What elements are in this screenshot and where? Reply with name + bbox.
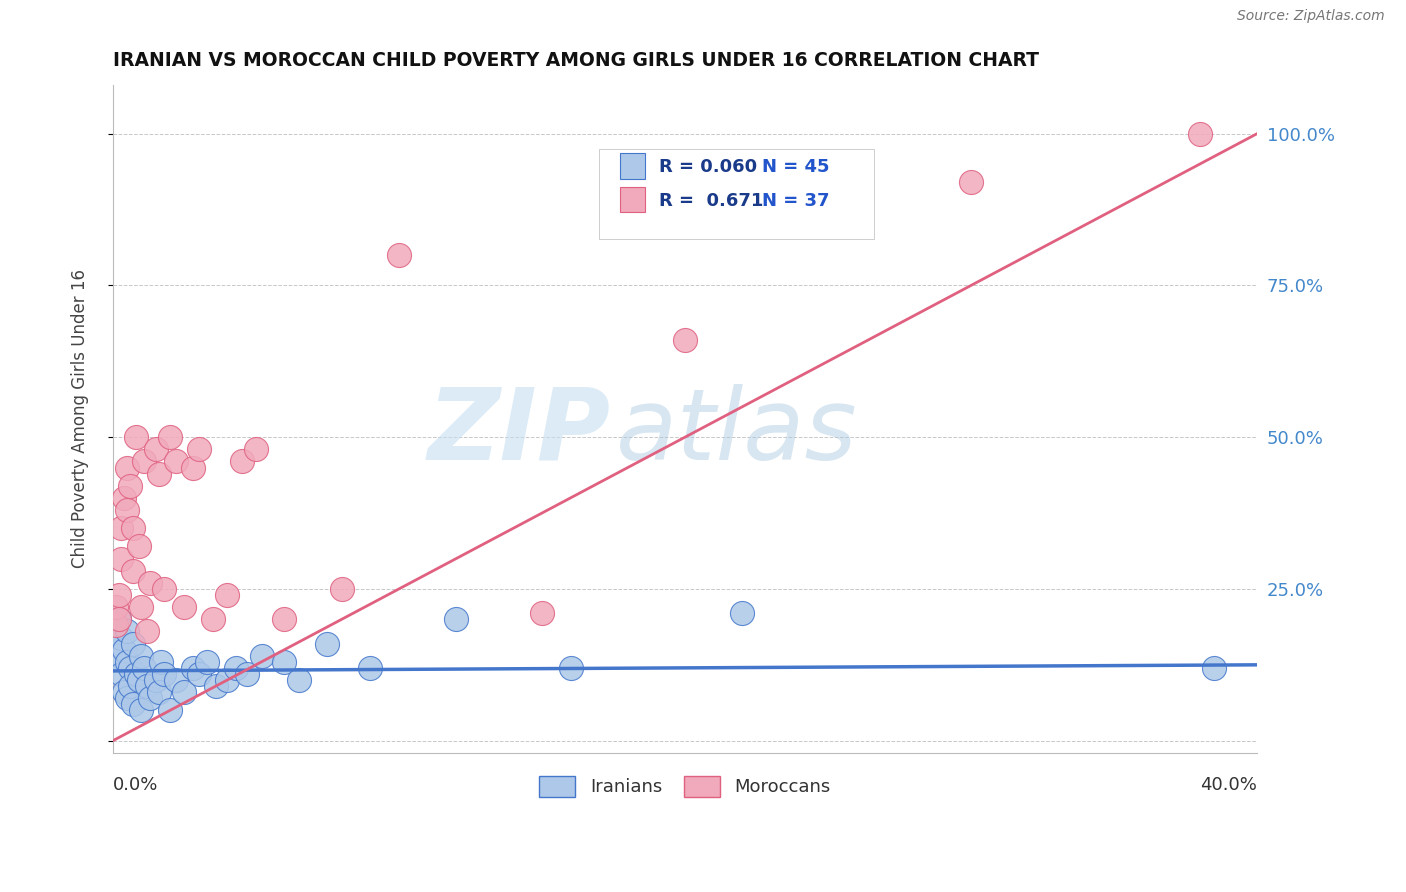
Point [110,667,132,681]
Point [165,673,187,687]
Point [181,661,204,675]
Text: 0.0%: 0.0% [112,775,159,794]
Point [104,637,127,651]
Point [1204,661,1226,675]
Text: N = 37: N = 37 [762,192,830,210]
Text: R =  0.671: R = 0.671 [658,192,763,210]
Point [153,582,176,596]
Point [145,673,167,687]
Text: Source: ZipAtlas.com: Source: ZipAtlas.com [1237,9,1385,22]
Point [245,442,267,457]
Point [107,612,129,626]
Point [125,667,148,681]
Point [731,606,754,620]
Point [112,491,135,505]
Point [316,637,339,651]
Point [118,679,141,693]
Point [136,624,159,639]
Point [330,582,353,596]
Point [187,667,209,681]
Point [122,564,145,578]
Point [153,667,176,681]
Point [115,624,138,639]
Point [273,612,295,626]
Point [145,442,167,457]
Point [104,618,127,632]
Point [150,655,173,669]
Point [201,612,224,626]
Point [159,430,181,444]
Point [112,642,135,657]
Point [125,430,148,444]
Point [131,703,153,717]
Text: IRANIAN VS MOROCCAN CHILD POVERTY AMONG GIRLS UNDER 16 CORRELATION CHART: IRANIAN VS MOROCCAN CHILD POVERTY AMONG … [112,51,1039,70]
Point [107,612,129,626]
Point [530,606,553,620]
Text: R = 0.060: R = 0.060 [658,158,756,177]
Point [205,679,228,693]
Point [107,588,129,602]
Point [231,454,253,468]
Point [187,442,209,457]
Point [118,661,141,675]
Point [131,600,153,615]
Point [960,175,983,189]
FancyBboxPatch shape [620,186,645,212]
Point [131,648,153,663]
Point [128,673,150,687]
Point [139,691,162,706]
Point [217,588,239,602]
Point [560,661,582,675]
Point [115,503,138,517]
FancyBboxPatch shape [620,153,645,178]
Point [136,679,159,693]
Y-axis label: Child Poverty Among Girls Under 16: Child Poverty Among Girls Under 16 [72,269,89,568]
Point [181,460,204,475]
Point [273,655,295,669]
Point [134,454,156,468]
Point [195,655,218,669]
Point [107,648,129,663]
Point [110,521,132,535]
Text: atlas: atlas [616,384,858,481]
Point [288,673,311,687]
Point [139,575,162,590]
Point [388,248,411,262]
Point [673,333,696,347]
Point [444,612,467,626]
Point [128,540,150,554]
Point [217,673,239,687]
Point [173,685,195,699]
Point [115,655,138,669]
Text: ZIP: ZIP [427,384,610,481]
Point [115,460,138,475]
Point [122,521,145,535]
Point [236,667,259,681]
Point [1188,127,1211,141]
FancyBboxPatch shape [599,149,873,239]
Point [122,637,145,651]
Point [104,618,127,632]
Point [122,698,145,712]
Point [148,685,170,699]
Point [104,600,127,615]
Point [250,648,273,663]
Point [173,600,195,615]
Point [110,551,132,566]
Text: 40.0%: 40.0% [1201,775,1257,794]
Point [115,691,138,706]
Text: N = 45: N = 45 [762,158,830,177]
Point [118,479,141,493]
Point [225,661,247,675]
Point [134,661,156,675]
Point [165,454,187,468]
Point [112,685,135,699]
Point [159,703,181,717]
Legend: Iranians, Moroccans: Iranians, Moroccans [531,769,838,804]
Point [148,467,170,481]
Point [359,661,381,675]
Point [110,631,132,645]
